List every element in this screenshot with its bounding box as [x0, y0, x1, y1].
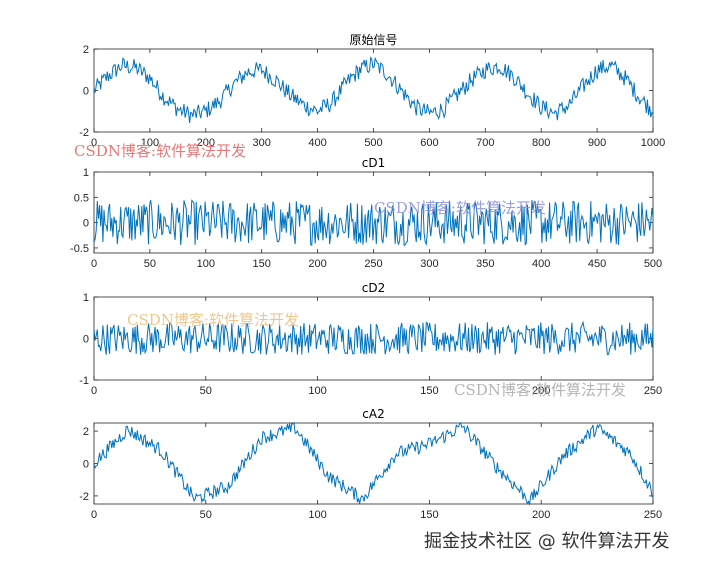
y-tick-label: 1 [83, 292, 89, 304]
x-tick-label: 0 [91, 385, 97, 397]
axes-box [93, 171, 654, 254]
y-tick-label: 1 [83, 167, 89, 179]
x-tick-label: 100 [197, 258, 215, 270]
y-tick-label: 2 [83, 426, 89, 438]
x-tick-label: 100 [308, 385, 326, 397]
y-tick-label: -2 [79, 127, 89, 139]
x-tick-label: 50 [200, 509, 212, 521]
series-line [93, 320, 654, 356]
y-tick-label: 2 [83, 44, 89, 56]
series-line [93, 421, 654, 506]
x-tick-label: 1000 [641, 137, 665, 149]
x-tick-label: 400 [308, 137, 326, 149]
y-tick-label: 0 [83, 86, 89, 98]
x-tick-label: 500 [644, 258, 662, 270]
series-line [93, 199, 654, 247]
y-tick-label: -2 [79, 491, 89, 503]
x-tick-label: 450 [588, 258, 606, 270]
x-tick-label: 250 [364, 258, 382, 270]
x-tick-label: 600 [420, 137, 438, 149]
y-tick-label: -0.5 [70, 243, 89, 255]
x-tick-label: 50 [144, 258, 156, 270]
y-tick-label: 0 [83, 218, 89, 230]
x-tick-label: 800 [532, 137, 550, 149]
x-tick-label: 500 [364, 137, 382, 149]
x-tick-label: 350 [476, 258, 494, 270]
x-tick-label: 300 [420, 258, 438, 270]
subplot-title: cD1 [362, 156, 385, 170]
x-tick-label: 250 [644, 509, 662, 521]
x-tick-label: 100 [308, 509, 326, 521]
x-tick-label: 200 [532, 385, 550, 397]
axes-box [93, 422, 654, 505]
subplot-title: 原始信号 [349, 33, 397, 47]
x-tick-label: 200 [308, 258, 326, 270]
x-tick-label: 150 [253, 258, 271, 270]
y-tick-label: -1 [79, 375, 89, 387]
axes-box [93, 48, 654, 133]
x-tick-label: 200 [532, 509, 550, 521]
footer-watermark: 掘金技术社区 @ 软件算法开发 [424, 531, 670, 552]
x-tick-label: 100 [141, 137, 159, 149]
x-tick-label: 250 [644, 385, 662, 397]
y-tick-label: 0 [83, 334, 89, 346]
y-tick-label: 0.5 [74, 192, 89, 204]
x-tick-label: 400 [532, 258, 550, 270]
x-tick-label: 0 [91, 137, 97, 149]
x-tick-label: 50 [200, 385, 212, 397]
subplot-title: cD2 [362, 281, 385, 295]
x-tick-label: 0 [91, 258, 97, 270]
x-tick-label: 200 [197, 137, 215, 149]
x-tick-label: 700 [476, 137, 494, 149]
x-tick-label: 0 [91, 509, 97, 521]
x-tick-label: 300 [253, 137, 271, 149]
subplot-title: cA2 [362, 407, 384, 421]
x-tick-label: 150 [420, 385, 438, 397]
series-line [93, 56, 654, 123]
y-tick-label: 0 [83, 459, 89, 471]
x-tick-label: 900 [588, 137, 606, 149]
x-tick-label: 150 [420, 509, 438, 521]
